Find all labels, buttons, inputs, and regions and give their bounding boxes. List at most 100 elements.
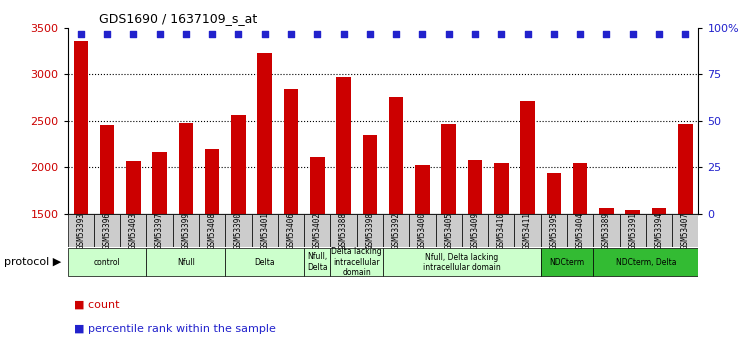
Bar	[74, 41, 88, 345]
Bar	[520, 101, 535, 345]
Text: GSM53389: GSM53389	[602, 212, 611, 249]
FancyBboxPatch shape	[436, 214, 462, 247]
Text: GSM53394: GSM53394	[655, 212, 663, 249]
Text: NDCterm: NDCterm	[550, 258, 584, 267]
Point	[443, 31, 455, 37]
Text: GSM53398: GSM53398	[366, 212, 374, 249]
Text: Nfull, Delta lacking
intracellular domain: Nfull, Delta lacking intracellular domai…	[423, 253, 501, 272]
Bar	[468, 160, 482, 345]
Bar	[126, 161, 140, 345]
Text: ■ count: ■ count	[74, 300, 119, 309]
Bar	[652, 208, 666, 345]
Text: GSM53409: GSM53409	[471, 212, 479, 249]
Text: Delta: Delta	[255, 258, 275, 267]
FancyBboxPatch shape	[593, 214, 620, 247]
Bar	[599, 208, 614, 345]
FancyBboxPatch shape	[567, 214, 593, 247]
Text: GSM53395: GSM53395	[550, 212, 558, 249]
Text: GDS1690 / 1637109_s_at: GDS1690 / 1637109_s_at	[99, 12, 258, 25]
FancyBboxPatch shape	[383, 214, 409, 247]
FancyBboxPatch shape	[199, 214, 225, 247]
Point	[653, 31, 665, 37]
Point	[285, 31, 297, 37]
Text: GSM53411: GSM53411	[523, 212, 532, 249]
FancyBboxPatch shape	[304, 248, 330, 276]
Bar	[547, 173, 561, 345]
Bar	[389, 97, 403, 345]
Bar	[678, 125, 692, 345]
FancyBboxPatch shape	[68, 214, 94, 247]
Point	[101, 31, 113, 37]
Point	[521, 31, 533, 37]
FancyBboxPatch shape	[252, 214, 278, 247]
FancyBboxPatch shape	[672, 214, 698, 247]
Text: Nfull: Nfull	[177, 258, 195, 267]
Point	[391, 31, 403, 37]
FancyBboxPatch shape	[225, 248, 304, 276]
Text: NDCterm, Delta: NDCterm, Delta	[616, 258, 676, 267]
Point	[180, 31, 192, 37]
Point	[258, 31, 270, 37]
Point	[75, 31, 87, 37]
Text: GSM53397: GSM53397	[155, 212, 164, 249]
FancyBboxPatch shape	[357, 214, 383, 247]
Bar	[258, 53, 272, 345]
Bar	[310, 157, 324, 345]
Point	[153, 31, 165, 37]
FancyBboxPatch shape	[173, 214, 199, 247]
Text: GSM53407: GSM53407	[681, 212, 689, 249]
Point	[311, 31, 323, 37]
Text: GSM53388: GSM53388	[339, 212, 348, 249]
Bar	[442, 125, 456, 345]
FancyBboxPatch shape	[488, 214, 514, 247]
Point	[600, 31, 612, 37]
Text: ■ percentile rank within the sample: ■ percentile rank within the sample	[74, 325, 276, 334]
FancyBboxPatch shape	[620, 214, 646, 247]
Point	[233, 31, 245, 37]
Bar	[415, 166, 430, 345]
Point	[364, 31, 376, 37]
Point	[338, 31, 350, 37]
FancyBboxPatch shape	[541, 214, 567, 247]
Text: GSM53402: GSM53402	[313, 212, 321, 249]
FancyBboxPatch shape	[304, 214, 330, 247]
Text: Nfull,
Delta: Nfull, Delta	[307, 253, 327, 272]
Point	[626, 31, 638, 37]
Text: GSM53408: GSM53408	[208, 212, 216, 249]
Point	[469, 31, 481, 37]
Bar	[573, 162, 587, 345]
Text: GSM53399: GSM53399	[182, 212, 190, 249]
Point	[496, 31, 508, 37]
Bar	[363, 135, 377, 345]
Text: GSM53405: GSM53405	[445, 212, 453, 249]
FancyBboxPatch shape	[330, 214, 357, 247]
Text: GSM53410: GSM53410	[497, 212, 505, 249]
Bar	[100, 125, 114, 345]
FancyBboxPatch shape	[120, 214, 146, 247]
Bar	[284, 89, 298, 345]
Bar	[152, 152, 167, 345]
Text: GSM53400: GSM53400	[418, 212, 427, 249]
Text: control: control	[94, 258, 120, 267]
FancyBboxPatch shape	[278, 214, 304, 247]
Text: GSM53390: GSM53390	[234, 212, 243, 249]
Bar	[336, 77, 351, 345]
Point	[679, 31, 691, 37]
FancyBboxPatch shape	[541, 248, 593, 276]
Bar	[494, 162, 508, 345]
FancyBboxPatch shape	[68, 248, 146, 276]
FancyBboxPatch shape	[409, 214, 436, 247]
FancyBboxPatch shape	[94, 214, 120, 247]
Text: Delta lacking
intracellular
domain: Delta lacking intracellular domain	[331, 247, 382, 277]
Text: GSM53403: GSM53403	[129, 212, 137, 249]
Text: GSM53393: GSM53393	[77, 212, 85, 249]
Text: GSM53392: GSM53392	[392, 212, 400, 249]
Text: GSM53396: GSM53396	[103, 212, 111, 249]
Text: protocol ▶: protocol ▶	[4, 257, 62, 267]
Point	[206, 31, 218, 37]
Text: GSM53391: GSM53391	[629, 212, 637, 249]
Text: GSM53401: GSM53401	[261, 212, 269, 249]
Point	[128, 31, 140, 37]
FancyBboxPatch shape	[514, 214, 541, 247]
Point	[416, 31, 428, 37]
